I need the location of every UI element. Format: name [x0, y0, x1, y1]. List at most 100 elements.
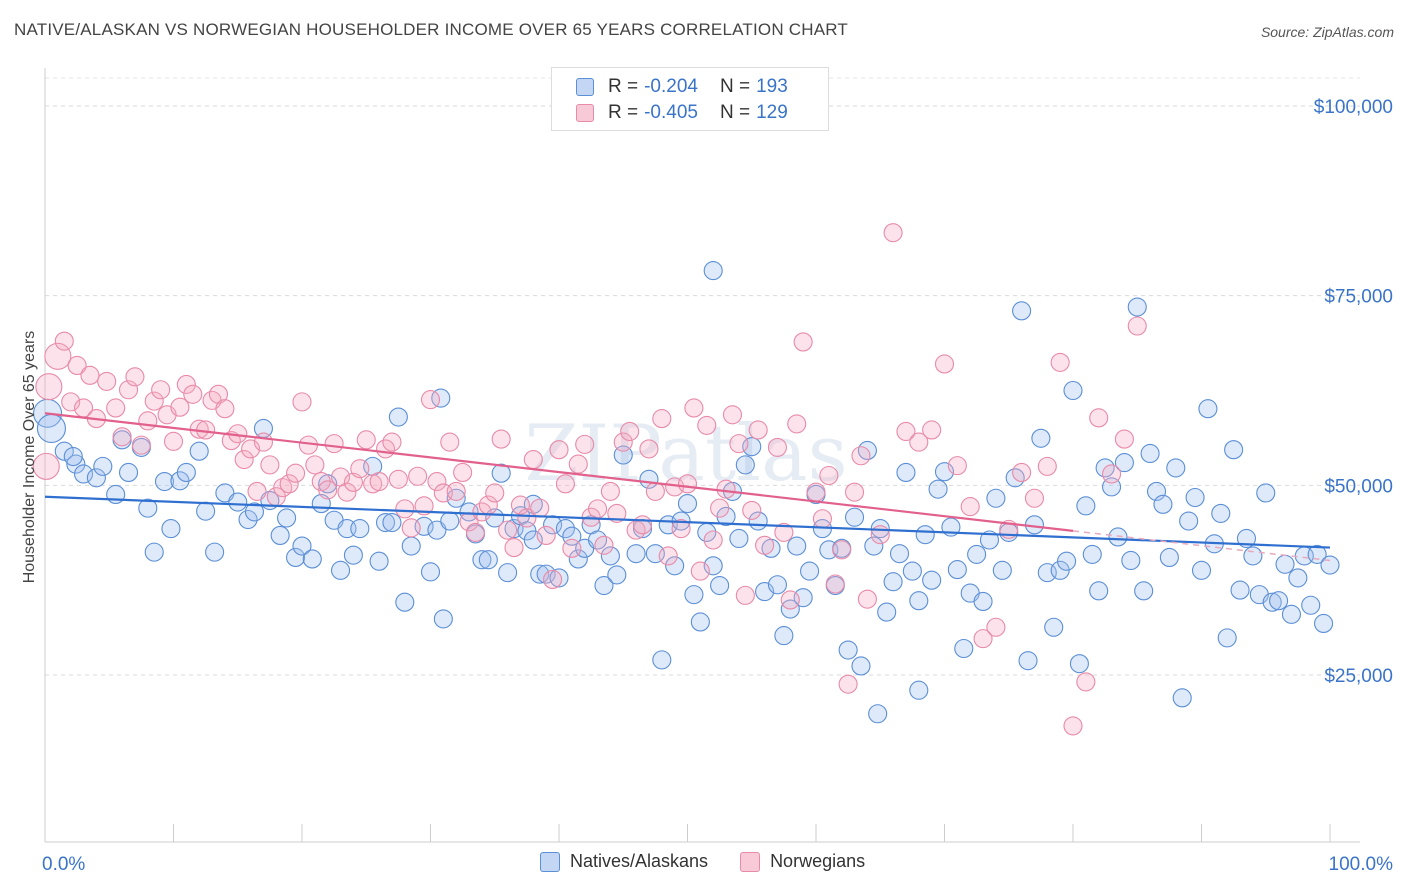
norwegians-point [260, 455, 280, 475]
norwegians-point [208, 384, 229, 404]
norwegians-point [1076, 672, 1096, 692]
norwegians-point [922, 420, 942, 440]
natives-point [568, 549, 588, 569]
norwegians-point [388, 469, 408, 489]
norwegians-point [806, 482, 826, 502]
norwegians-point [504, 538, 524, 558]
norwegians-point [491, 429, 511, 449]
norwegians-point [523, 450, 543, 470]
norwegians-swatch [576, 104, 594, 122]
natives-point [703, 556, 723, 576]
norwegians-point [305, 455, 325, 475]
natives-point [491, 463, 511, 483]
natives-point [868, 704, 888, 724]
norwegians-point [530, 498, 550, 518]
natives-point [902, 561, 922, 581]
natives-legend-swatch [540, 851, 560, 872]
norwegians-point [838, 674, 858, 694]
natives-point [138, 498, 158, 518]
norwegians-point [658, 546, 678, 566]
norwegians-point [677, 474, 698, 494]
natives-point [883, 572, 903, 592]
natives-point [330, 560, 351, 580]
norwegians-point [883, 223, 903, 243]
norwegians-point [292, 392, 312, 412]
norwegians-point [575, 434, 595, 454]
norwegians-point [151, 380, 171, 400]
natives-point [244, 502, 265, 522]
natives-point [851, 656, 871, 676]
x-tick-label: 100.0% [1329, 854, 1394, 875]
natives-point [1256, 483, 1276, 503]
norwegians-point [620, 421, 640, 442]
natives-point [665, 556, 685, 576]
legend-item-norwegians[interactable]: Norwegians [740, 851, 865, 872]
natives-point [838, 640, 858, 660]
norwegians-point [97, 371, 117, 391]
norwegians-point [819, 465, 839, 486]
legend-item-natives[interactable]: Natives/Alaskans [540, 851, 708, 872]
norwegians-point [176, 374, 196, 394]
natives-point [1089, 581, 1109, 601]
norwegians-point [80, 365, 100, 385]
y-tick-label: $100,000 [1314, 97, 1393, 118]
natives-point [54, 441, 74, 461]
natives-point [690, 612, 710, 632]
norwegians-point [729, 434, 749, 454]
norwegians-point [697, 415, 717, 435]
natives-point [787, 536, 807, 556]
natives-point [889, 544, 910, 564]
natives-point [1301, 595, 1321, 615]
natives-point [877, 602, 897, 622]
natives-point [161, 519, 181, 539]
natives-point [343, 545, 363, 565]
natives-point [774, 626, 794, 646]
norwegians-point [844, 482, 865, 502]
natives-point [587, 530, 608, 550]
norwegians-point [896, 421, 916, 442]
y-tick-label: $75,000 [1324, 287, 1393, 308]
norwegians-point [324, 434, 344, 454]
natives-point [1166, 458, 1186, 478]
norwegians-point [183, 384, 203, 404]
natives-point [388, 407, 408, 427]
n-label: N = [719, 76, 751, 97]
norwegians-point [716, 479, 736, 499]
natives-point [600, 546, 620, 566]
natives-point [896, 462, 916, 483]
natives-point [1057, 551, 1077, 571]
legend-row-natives: R = -0.204 N = 193 [576, 75, 788, 99]
norwegians-point [1012, 462, 1032, 483]
norwegians-point [382, 432, 402, 452]
norwegians-point [857, 589, 877, 609]
natives-point [286, 547, 306, 567]
natives-point [446, 488, 466, 508]
natives-point [684, 585, 704, 605]
natives-point [992, 560, 1012, 580]
norwegians-point [568, 454, 588, 474]
natives-point [1044, 617, 1064, 637]
natives-point [1230, 580, 1250, 600]
legend-row-norwegians: R = -0.405 N = 129 [576, 101, 788, 125]
natives-point [800, 561, 820, 581]
natives-point [1314, 613, 1334, 634]
natives-point [1121, 550, 1141, 571]
norwegians-point [543, 569, 563, 589]
norwegians-point [253, 432, 274, 452]
norwegians-point [1050, 352, 1070, 372]
natives-point [1114, 453, 1134, 473]
natives-point [864, 536, 884, 556]
natives-point [74, 464, 94, 484]
natives-point [154, 472, 175, 492]
norwegians-point [748, 420, 768, 440]
natives-point [86, 468, 106, 488]
norwegians-point [934, 354, 955, 374]
natives-point [350, 519, 370, 539]
n-value: 129 [756, 102, 788, 123]
norwegians-point [131, 435, 151, 455]
natives-point [735, 455, 755, 475]
natives-point [1153, 494, 1173, 514]
natives-point [1288, 568, 1308, 588]
natives-point [238, 509, 258, 530]
natives-point [1243, 546, 1263, 566]
